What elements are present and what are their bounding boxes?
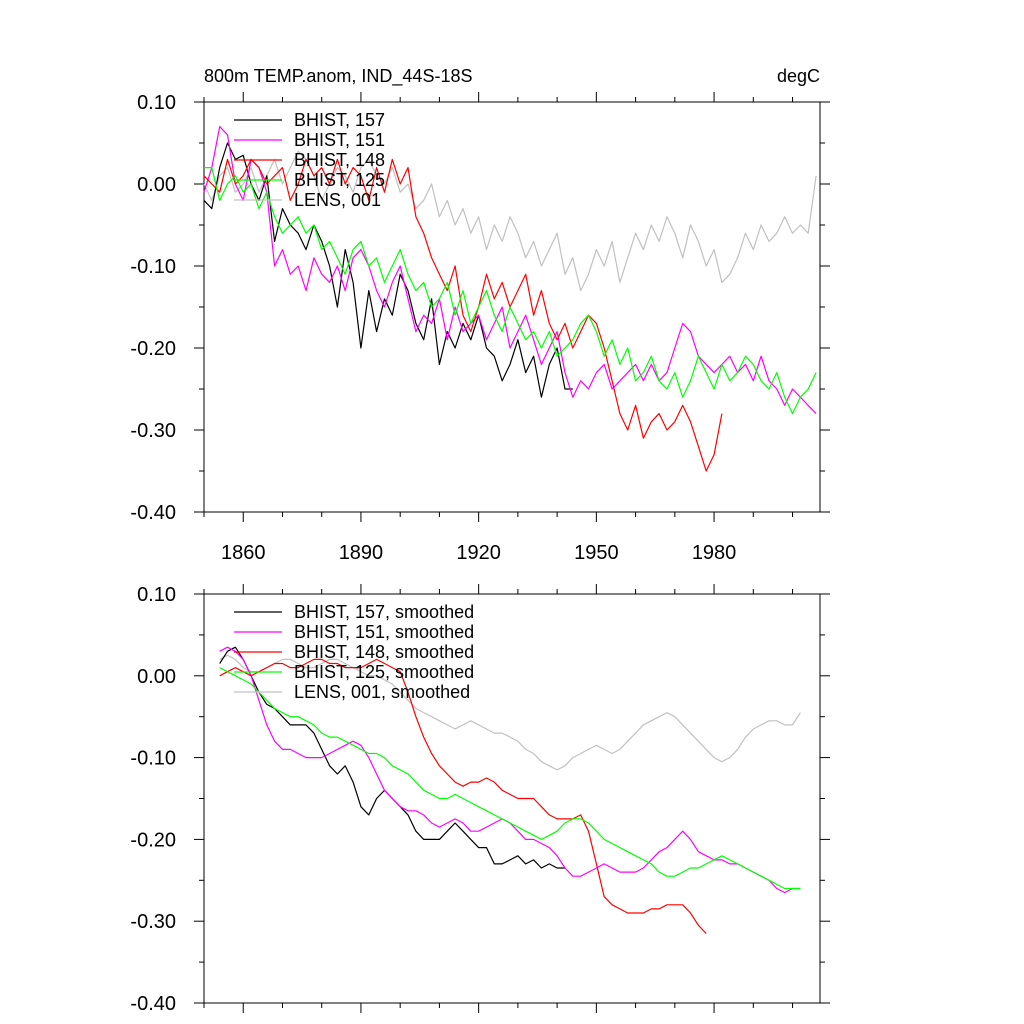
units-label: degC	[777, 66, 820, 86]
y-tick-label: 0.10	[137, 584, 176, 606]
series-line	[203, 142, 573, 398]
y-tick-label: -0.30	[130, 911, 176, 933]
y-tick-label: -0.10	[130, 748, 176, 770]
series-line	[204, 167, 817, 415]
x-tick-label: 1950	[574, 542, 619, 564]
x-tick-label: 1980	[692, 542, 737, 564]
legend-label: BHIST, 151, smoothed	[294, 622, 474, 642]
legend-label: BHIST, 157	[294, 110, 385, 130]
series-line	[203, 158, 723, 472]
legend-label: BHIST, 125, smoothed	[294, 662, 474, 682]
x-tick-label: 1860	[221, 542, 266, 564]
legend-label: LENS, 001	[294, 190, 381, 210]
legend-label: BHIST, 148, smoothed	[294, 642, 474, 662]
legend-label: LENS, 001, smoothed	[294, 682, 470, 702]
series-line	[219, 658, 707, 934]
legend-label: BHIST, 125	[294, 170, 385, 190]
top-chart-panel: 800m TEMP.anom, IND_44S-18S degC 0.10 0.0…	[130, 66, 830, 564]
x-tick-label: 1920	[456, 542, 501, 564]
y-tick-label: -0.30	[130, 420, 176, 442]
chart-title: 800m TEMP.anom, IND_44S-18S	[204, 66, 472, 87]
y-tick-label: -0.10	[130, 256, 176, 278]
series-line	[203, 125, 817, 415]
legend-label: BHIST, 157, smoothed	[294, 602, 474, 622]
y-tick-label: -0.40	[130, 502, 176, 524]
y-tick-label: -0.20	[130, 829, 176, 851]
bottom-chart-panel: 0.10 0.00 -0.10 -0.20 -0.30 -0.40 BHIST, 157, …	[130, 584, 830, 1015]
series-line	[219, 667, 801, 890]
legend-label: BHIST, 151	[294, 130, 385, 150]
legend-label: BHIST, 148	[294, 150, 385, 170]
y-tick-label: 0.00	[137, 666, 176, 688]
y-tick-label: 0.00	[137, 174, 176, 196]
y-tick-label: 0.10	[137, 92, 176, 114]
y-tick-label: -0.20	[130, 338, 176, 360]
x-tick-label: 1890	[339, 542, 384, 564]
y-tick-label: -0.40	[130, 993, 176, 1015]
series-line	[219, 654, 801, 771]
